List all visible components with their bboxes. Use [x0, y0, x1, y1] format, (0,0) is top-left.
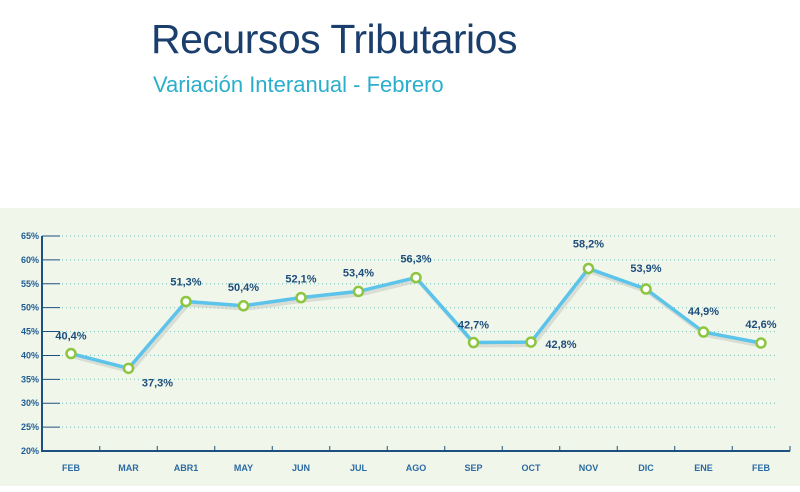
data-label: 37,3% — [142, 377, 173, 389]
data-label: 42,8% — [545, 339, 576, 351]
x-tick-label: NOV — [579, 463, 599, 473]
data-label: 56,3% — [400, 254, 431, 266]
y-tick-label: 25% — [21, 422, 39, 432]
chart-title: Recursos Tributarios — [151, 16, 517, 62]
x-tick-label: MAY — [234, 463, 253, 473]
x-tick-label: FEB — [62, 463, 81, 473]
data-point — [755, 337, 767, 349]
x-tick-label: JUN — [292, 463, 310, 473]
x-tick-label: ABR1 — [174, 463, 199, 473]
data-point — [295, 291, 307, 304]
data-point — [640, 283, 652, 295]
y-tick-label: 20% — [21, 446, 39, 456]
y-tick-label: 60% — [21, 255, 39, 265]
x-tick-label: FEB — [752, 463, 771, 473]
data-label: 42,6% — [745, 319, 776, 331]
chart-panel — [0, 208, 800, 486]
x-tick-label: DIC — [638, 463, 654, 473]
data-point — [180, 295, 192, 308]
data-label: 58,2% — [573, 238, 604, 250]
y-tick-label: 40% — [21, 350, 39, 360]
data-label: 42,7% — [458, 320, 489, 332]
data-label: 52,1% — [285, 274, 316, 286]
data-label: 53,4% — [343, 267, 374, 279]
data-point — [65, 347, 77, 360]
data-label: 40,4% — [55, 331, 86, 343]
data-label: 53,9% — [630, 263, 661, 275]
x-tick-label: SEP — [464, 463, 482, 473]
y-tick-label: 65% — [21, 231, 39, 241]
x-tick-label: ENE — [694, 463, 713, 473]
x-tick-label: AGO — [406, 463, 427, 473]
data-point — [467, 336, 480, 349]
y-tick-label: 35% — [21, 374, 39, 384]
y-tick-label: 50% — [21, 303, 39, 313]
x-tick-label: JUL — [350, 463, 368, 473]
x-tick-label: OCT — [522, 463, 542, 473]
y-tick-label: 45% — [21, 327, 39, 337]
data-label: 51,3% — [170, 276, 201, 288]
data-point — [122, 362, 135, 375]
data-label: 44,9% — [688, 306, 719, 318]
data-point — [410, 271, 422, 284]
data-point — [237, 300, 250, 312]
data-label: 50,4% — [228, 282, 259, 294]
data-point — [697, 326, 710, 338]
y-tick-label: 30% — [21, 398, 39, 408]
data-point — [525, 336, 537, 348]
chart-subtitle: Variación Interanual - Febrero — [153, 72, 444, 97]
y-tick-label: 55% — [21, 279, 39, 289]
data-point — [582, 262, 595, 275]
x-tick-label: MAR — [118, 463, 139, 473]
data-point — [352, 285, 365, 298]
